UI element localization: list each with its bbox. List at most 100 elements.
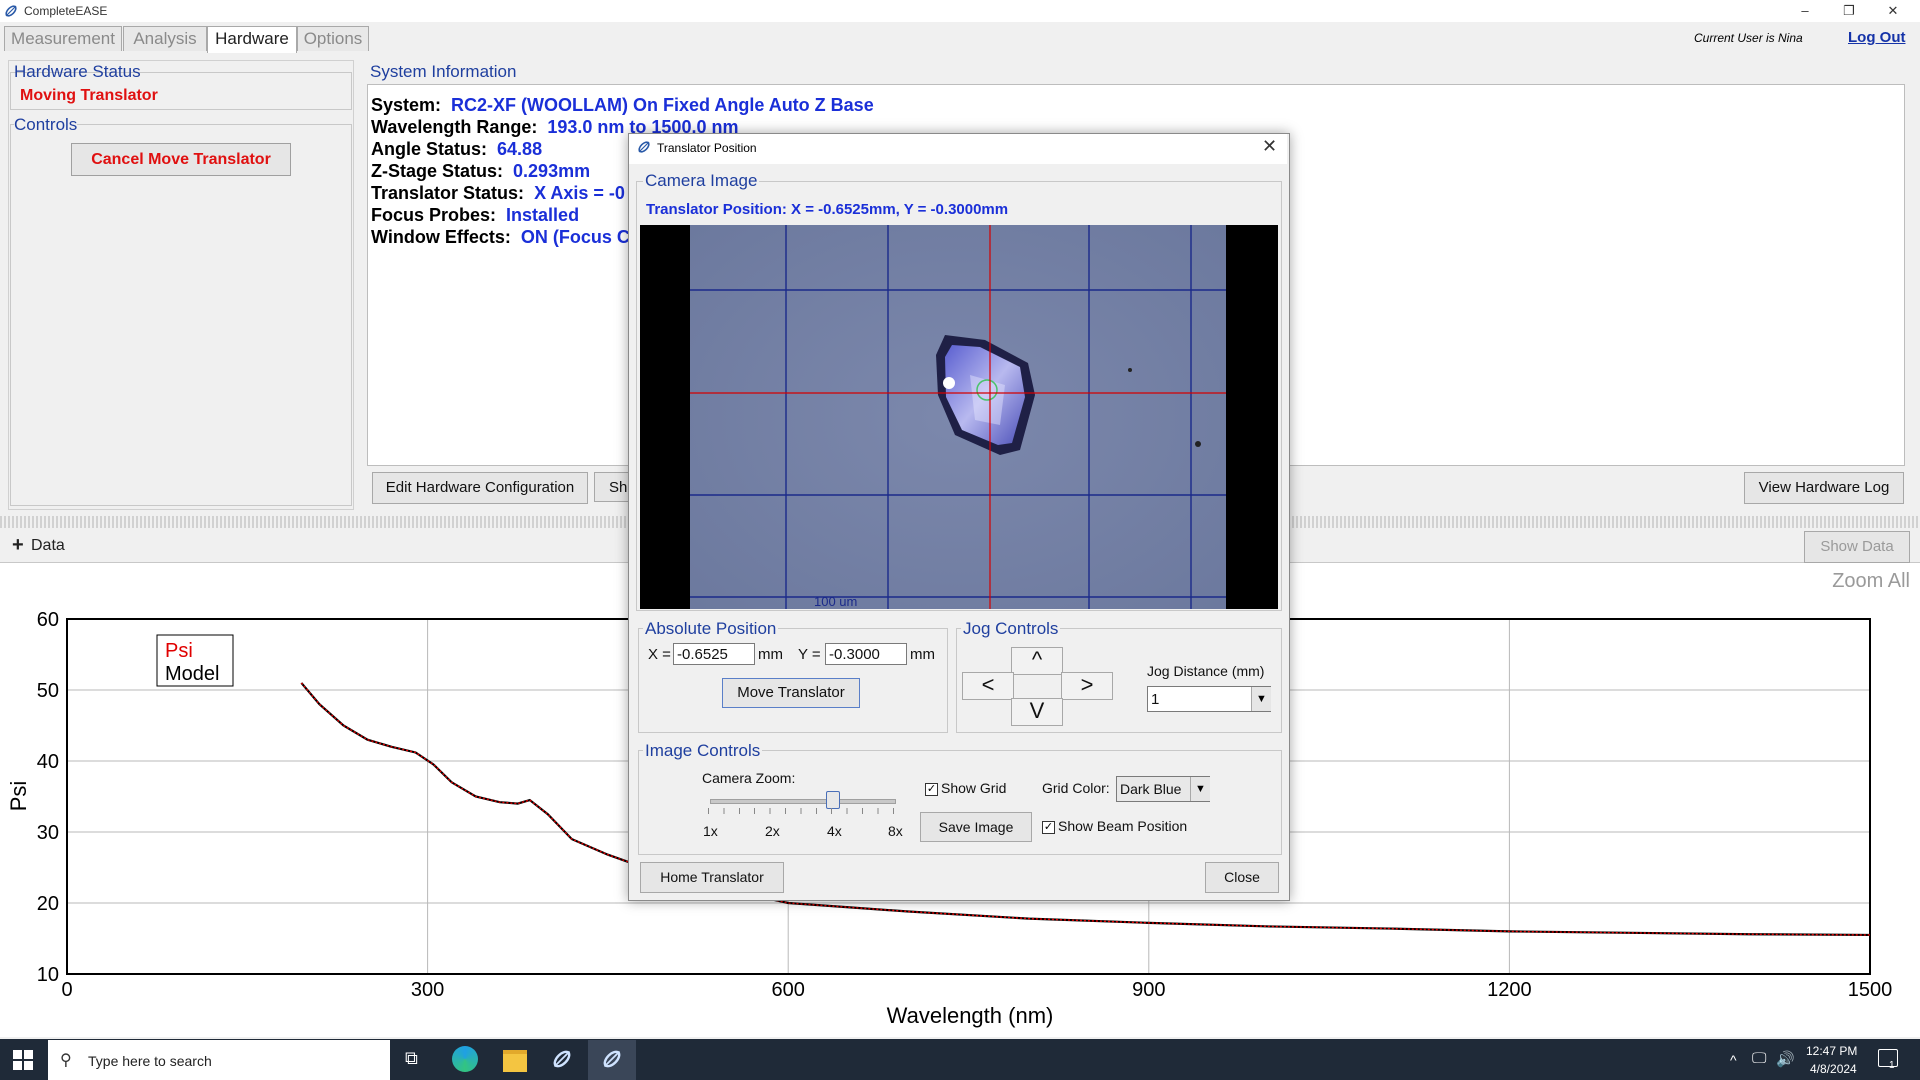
windows-start-icon[interactable] [13, 1050, 33, 1070]
zoom-tick-marks [708, 808, 898, 816]
zoom-tick-2x: 2x [765, 823, 780, 839]
taskbar-search-box[interactable] [48, 1040, 390, 1080]
psi-series-line [300, 682, 1871, 936]
controls-title: Controls [14, 115, 78, 135]
view-hardware-log-button[interactable]: View Hardware Log [1744, 472, 1904, 504]
y-unit-label: mm [910, 646, 935, 663]
y-axis-label: Psi [6, 781, 31, 812]
zoom-all-label[interactable]: Zoom All [1832, 570, 1910, 592]
camera-image-title: Camera Image [643, 171, 760, 191]
expand-data-icon[interactable]: + [12, 534, 24, 556]
edit-hardware-configuration-button[interactable]: Edit Hardware Configuration [372, 472, 588, 504]
translator-status-line: Translator Status: X Axis = -0 [371, 183, 625, 203]
camera-zoom-label: Camera Zoom: [702, 770, 796, 786]
jog-distance-select[interactable]: 1 [1147, 686, 1271, 712]
y-position-input[interactable]: -0.3000 [825, 643, 907, 665]
completeease-taskbar-icon[interactable] [550, 1047, 574, 1071]
hardware-status-title: Hardware Status [14, 62, 141, 81]
x-label: X = [648, 646, 671, 663]
absolute-position-title: Absolute Position [643, 619, 779, 639]
network-icon[interactable]: 🖵 [1752, 1050, 1767, 1067]
edge-browser-icon[interactable] [452, 1046, 478, 1072]
x-tick-label: 300 [411, 979, 444, 1001]
dialog-close-icon[interactable]: ✕ [1262, 136, 1278, 156]
task-view-icon[interactable]: ⧉ [405, 1048, 418, 1068]
focus-probes-line: Focus Probes: Installed [371, 205, 580, 225]
beam-crosshair [690, 225, 1226, 609]
save-image-button[interactable]: Save Image [920, 812, 1032, 842]
dialog-title: Translator Position [657, 141, 757, 155]
partial-hidden-button[interactable]: Sh [594, 472, 634, 502]
chevron-up-icon[interactable]: ^ [1730, 1052, 1737, 1068]
zoom-slider-track[interactable] [710, 799, 896, 804]
x-position-input[interactable]: -0.6525 [673, 643, 755, 665]
cancel-move-translator-button[interactable]: Cancel Move Translator [71, 143, 291, 176]
z-stage-status-line: Z-Stage Status: 0.293mm [371, 161, 591, 181]
jog-controls-title: Jog Controls [961, 619, 1061, 639]
wavelength-range-line: Wavelength Range: 193.0 nm to 1500.0 nm [371, 117, 739, 137]
tab-hardware[interactable]: Hardware [207, 26, 297, 53]
minimize-button[interactable]: – [1801, 3, 1809, 18]
completeease-active-icon[interactable] [600, 1047, 624, 1071]
zoom-tick-1x: 1x [703, 823, 718, 839]
zoom-slider-thumb[interactable] [826, 791, 840, 809]
zoom-tick-8x: 8x [888, 823, 903, 839]
system-line: System: RC2-XF (WOOLLAM) On Fixed Angle … [371, 95, 874, 115]
legend-model: Model [165, 663, 219, 685]
x-tick-label: 1200 [1487, 979, 1532, 1001]
taskbar-search-placeholder: Type here to search [88, 1053, 212, 1069]
dialog-titlebar [629, 134, 1287, 164]
window-titlebar [0, 0, 1920, 22]
x-tick-label: 900 [1132, 979, 1165, 1001]
tab-analysis[interactable]: Analysis [123, 26, 207, 51]
show-data-button[interactable]: Show Data [1804, 531, 1910, 563]
translator-position-readout: Translator Position: X = -0.6525mm, Y = … [646, 201, 1009, 218]
show-beam-label: Show Beam Position [1058, 818, 1188, 834]
x-tick-label: 0 [61, 979, 72, 1001]
zoom-tick-4x: 4x [827, 823, 842, 839]
close-window-button[interactable]: ✕ [1887, 3, 1899, 18]
search-icon: ⚲ [60, 1052, 72, 1069]
y-tick-label: 40 [37, 751, 59, 773]
y-label: Y = [798, 646, 821, 663]
show-grid-checkbox[interactable]: ✓ [925, 783, 938, 796]
chevron-down-icon[interactable]: ▼ [1190, 777, 1210, 801]
tab-measurement[interactable]: Measurement [4, 26, 122, 51]
taskbar-time[interactable]: 12:47 PM [1806, 1044, 1858, 1058]
camera-image[interactable]: 100 um [640, 225, 1278, 609]
dialog-app-icon [638, 141, 650, 153]
legend-psi: Psi [165, 640, 193, 662]
y-tick-label: 20 [37, 893, 59, 915]
system-information-title: System Information [370, 62, 517, 81]
tab-options[interactable]: Options [297, 26, 369, 51]
chart-legend [156, 634, 234, 687]
y-tick-label: 60 [37, 609, 59, 631]
chevron-down-icon[interactable]: ▼ [1251, 687, 1271, 711]
x-axis-label: Wavelength (nm) [887, 1003, 1054, 1028]
y-tick-label: 10 [37, 964, 59, 986]
taskbar-date[interactable]: 4/8/2024 [1810, 1062, 1857, 1076]
jog-down-button[interactable]: V [1011, 698, 1063, 726]
current-user-label: Current User is Nina [1694, 31, 1803, 45]
grid-color-label: Grid Color: [1042, 780, 1110, 796]
dialog-close-button[interactable]: Close [1205, 862, 1279, 893]
move-translator-button[interactable]: Move Translator [722, 678, 860, 708]
x-tick-label: 600 [772, 979, 805, 1001]
volume-icon[interactable]: 🔊 [1776, 1051, 1795, 1068]
show-beam-checkbox[interactable]: ✓ [1042, 821, 1055, 834]
restore-button[interactable]: ❐ [1843, 3, 1855, 18]
jog-left-button[interactable]: < [962, 672, 1014, 700]
hardware-status-box [10, 72, 352, 110]
logout-link[interactable]: Log Out [1848, 29, 1906, 46]
jog-distance-label: Jog Distance (mm) [1147, 663, 1265, 679]
home-translator-button[interactable]: Home Translator [640, 862, 784, 893]
app-logo-icon [5, 5, 17, 17]
notification-icon[interactable] [1878, 1049, 1898, 1067]
hardware-status-text: Moving Translator [20, 87, 158, 104]
angle-status-line: Angle Status: 64.88 [371, 139, 543, 159]
jog-right-button[interactable]: > [1061, 672, 1113, 700]
image-controls-title: Image Controls [643, 741, 763, 761]
jog-up-button[interactable]: ^ [1011, 647, 1063, 675]
y-tick-label: 50 [37, 680, 59, 702]
file-explorer-icon[interactable] [503, 1050, 527, 1072]
